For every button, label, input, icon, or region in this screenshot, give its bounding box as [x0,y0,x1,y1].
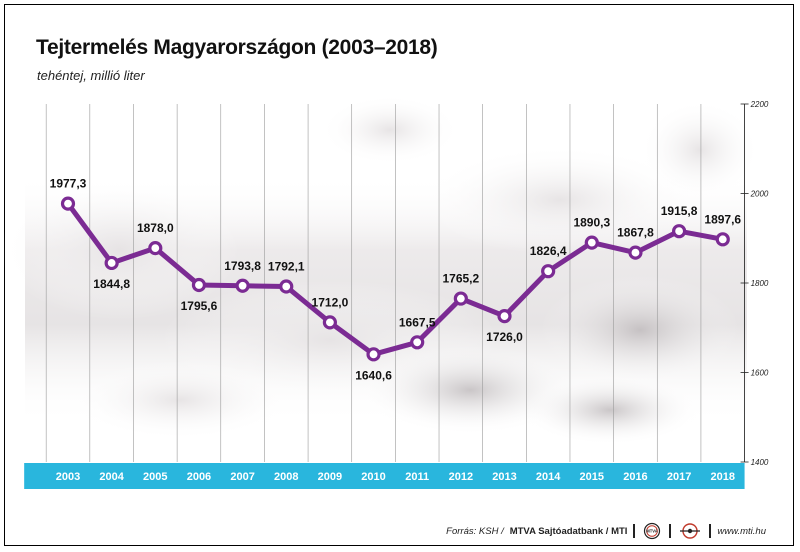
data-point [60,196,76,211]
data-point [366,347,381,362]
data-point [628,245,643,260]
x-tick-label: 2013 [492,471,516,483]
y-axis: 1400 1600 1800 2000 2200 [740,100,769,467]
x-tick-label: 2011 [405,471,429,483]
data-label: 1792,1 [268,260,305,274]
source-agencies: MTVA Sajtóadatbank / MTI [509,525,628,537]
mti-logo-icon [680,523,701,539]
x-tick-label: 2010 [361,471,385,483]
data-point [410,335,425,350]
data-point [671,224,687,239]
data-point [715,232,730,247]
data-label: 1897,6 [704,212,741,226]
y-tick-label: 1400 [751,458,769,467]
x-tick-label: 2008 [274,471,298,483]
data-point [235,278,250,293]
data-label: 1826,4 [530,244,567,258]
data-label: 1915,8 [661,204,698,218]
data-point [279,279,294,294]
x-axis-band: 2003 2004 2005 2006 2007 2008 2009 2010 2011 2012… [24,463,745,489]
x-tick-label: 2016 [623,471,647,483]
series-polyline [65,201,726,357]
x-tick-label: 2009 [318,471,342,483]
data-labels: 1977,3 1844,8 1878,0 1795,6 1793,8 1792,1 1712… [50,177,742,383]
x-tick-label: 2015 [580,471,604,483]
data-label: 1878,0 [137,221,174,235]
chart-subtitle: tehéntej, millió liter [37,68,145,83]
footer-divider [669,524,672,538]
website-link[interactable]: www.mti.hu [717,525,766,537]
x-tick-label: 2014 [536,471,561,483]
footer-divider [709,524,712,538]
data-points [60,196,730,362]
data-label: 1890,3 [573,216,610,230]
x-tick-label: 2004 [99,471,124,483]
x-tick-label: 2005 [143,471,167,483]
x-tick-label: 2012 [449,471,473,483]
data-label: 1793,8 [224,259,261,273]
milk-splash-background [0,95,760,445]
data-point [497,309,512,324]
data-label: 1844,8 [93,277,130,291]
data-label: 1795,6 [181,299,218,313]
data-label: 1726,0 [486,330,523,344]
y-tick-label: 2000 [750,190,769,199]
y-tick-label: 1800 [751,279,769,288]
x-tick-label: 2006 [187,471,211,483]
data-label: 1765,2 [442,272,479,286]
data-label: 1867,8 [617,226,654,240]
chart-title: Tejtermelés Magyarországon (2003–2018) [36,36,438,59]
y-tick-label: 2200 [750,100,769,109]
x-tick-label: 2007 [230,471,254,483]
y-tick-label: 1600 [751,369,769,378]
data-label: 1977,3 [50,177,87,191]
x-tick-label: 2003 [56,471,80,483]
mtva-logo-icon: MTVA [644,522,661,540]
data-point [584,235,599,250]
svg-text:MTVA: MTVA [647,529,659,534]
data-point [148,240,163,256]
data-point [104,255,119,271]
data-point [322,315,337,330]
x-tick-label: 2018 [711,471,735,483]
data-point [541,264,556,279]
data-point [191,277,207,293]
series-line [65,201,726,357]
footer-divider [633,524,636,538]
data-label: 1667,5 [399,315,436,329]
source-label: Forrás: KSH / [446,525,504,537]
data-point [453,291,468,306]
x-axis-band-bg [24,463,745,489]
data-label: 1640,6 [355,368,392,382]
footer: Forrás: KSH / MTVA Sajtóadatbank / MTI M… [446,522,766,540]
data-label: 1712,0 [312,295,349,309]
x-tick-label: 2017 [667,471,691,483]
